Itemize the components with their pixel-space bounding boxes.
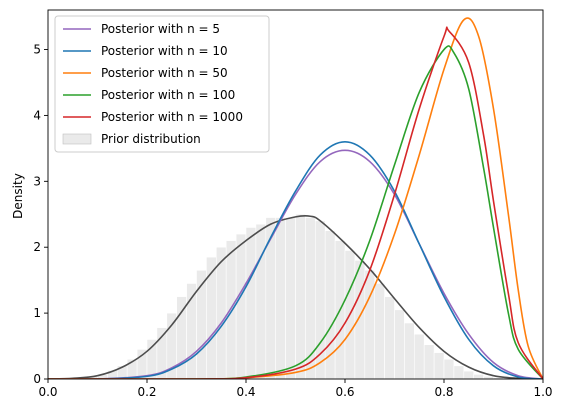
prior-histogram-bar — [463, 370, 474, 379]
prior-histogram-bar — [245, 227, 257, 379]
prior-histogram-bar — [443, 358, 455, 379]
axes-frame — [47, 9, 544, 380]
y-tick-label: 5 — [33, 43, 41, 57]
prior-histogram-bar — [196, 269, 207, 379]
y-tick-label: 4 — [33, 108, 41, 122]
plot-area: 0.0 0.2 0.4 0.6 0.8 1.0 0 1 2 3 4 5 Posterior with n… — [33, 9, 553, 399]
prior-histogram-bar — [255, 223, 267, 379]
prior-histogram-bar — [265, 217, 276, 379]
series-line-4 — [48, 26, 543, 379]
prior-histogram-bar — [374, 283, 385, 379]
prior-kde-line — [48, 215, 543, 379]
series-line-0 — [48, 149, 543, 379]
prior-histogram-bar — [433, 352, 445, 379]
series-line-3 — [48, 45, 543, 379]
legend-label: Prior distribution — [101, 132, 201, 146]
legend-label: Posterior with n = 1000 — [101, 110, 243, 124]
prior-histogram-bar — [295, 213, 306, 379]
legend-label: Posterior with n = 50 — [101, 66, 228, 80]
prior-histogram-bar — [206, 256, 217, 379]
prior-histogram-bar — [394, 309, 405, 379]
series-line-1 — [48, 140, 543, 379]
x-tick-label: 0.8 — [434, 385, 453, 399]
prior-histogram-bar — [423, 344, 435, 379]
prior-histogram-bar — [413, 333, 425, 379]
prior-histogram-bar — [354, 260, 366, 379]
legend-swatch-prior — [62, 133, 92, 145]
plot-content — [48, 17, 543, 379]
y-tick-label: 1 — [33, 306, 41, 320]
legend-label: Posterior with n = 100 — [101, 88, 235, 102]
prior-histogram-bar — [453, 365, 465, 379]
x-tick-label: 0.6 — [335, 385, 354, 399]
y-tick-label: 3 — [33, 174, 41, 188]
prior-histogram-bar — [275, 217, 286, 379]
y-tick-label: 0 — [33, 372, 41, 386]
prior-histogram-bar — [364, 269, 375, 379]
prior-histogram-bar — [235, 233, 247, 379]
legend-label: Posterior with n = 5 — [101, 22, 220, 36]
prior-histogram-bar — [324, 230, 336, 379]
legend-label: Posterior with n = 10 — [101, 44, 228, 58]
prior-histogram-bar — [216, 246, 227, 379]
prior-histogram-bar — [225, 240, 237, 379]
x-tick-label: 0.2 — [137, 385, 156, 399]
prior-histogram-bar — [136, 349, 148, 379]
legend-box — [54, 15, 270, 153]
prior-histogram-bar — [473, 374, 484, 379]
prior-histogram-bar — [404, 322, 415, 379]
prior-histogram-bar — [314, 220, 326, 379]
y-axis-label: Density — [11, 173, 25, 219]
legend: Posterior with n = 5 Posterior with n = 1… — [54, 15, 270, 153]
prior-histogram-bar — [285, 217, 296, 379]
series-line-2 — [48, 17, 543, 379]
y-tick-label: 2 — [33, 240, 41, 254]
x-tick-label: 0.0 — [38, 385, 57, 399]
prior-histogram-bar — [146, 339, 158, 379]
x-tick-label: 0.4 — [236, 385, 255, 399]
x-tick-label: 1.0 — [533, 385, 552, 399]
prior-histogram-bar — [384, 296, 395, 379]
